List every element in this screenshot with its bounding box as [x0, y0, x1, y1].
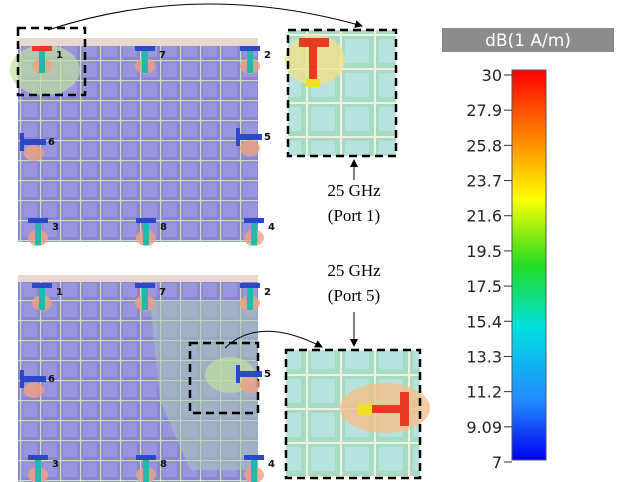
colorbar-tick-label: 17.5: [466, 277, 502, 296]
field-plot-port1: [10, 26, 258, 242]
colorbar-tick-label: 25.8: [466, 136, 502, 155]
antenna: [20, 133, 24, 151]
colorbar-tick-label: 21.6: [466, 207, 502, 226]
zoom-arrow: [224, 330, 323, 349]
antenna: [20, 376, 46, 382]
antenna: [35, 223, 41, 245]
port-label: 8: [160, 222, 167, 233]
antenna: [251, 460, 257, 482]
antenna: [244, 218, 264, 223]
antenna: [32, 283, 52, 288]
antenna: [240, 283, 260, 288]
antenna: [236, 365, 240, 383]
port-label: 8: [160, 459, 167, 470]
port-label: 2: [264, 50, 271, 61]
colorbar-tick-label: 19.5: [466, 242, 502, 261]
port-label: 7: [159, 50, 166, 61]
colorbar-tick-label: 13.3: [466, 347, 502, 366]
antenna: [236, 128, 240, 146]
caption-port: (Port 5): [328, 286, 380, 305]
colorbar-tick-label: 15.4: [466, 312, 502, 331]
colorbar-tick-label: 27.9: [466, 101, 502, 120]
antenna: [143, 223, 149, 245]
antenna: [244, 455, 264, 460]
antenna: [135, 46, 155, 51]
port-label: 3: [52, 459, 59, 470]
antenna: [236, 371, 262, 377]
zoom-arrow: [47, 3, 363, 31]
colorbar-tick-label: 30: [482, 66, 502, 85]
antenna: [240, 46, 260, 51]
port-glow: [240, 140, 260, 156]
antenna: [20, 139, 46, 145]
colorbar-tick-label: 23.7: [466, 172, 502, 191]
dynamic-layer: 1 7 2 6 5 3 8 4 1 7 2 6 5 3 8 4 30 27.9 25.8 23.7 21.6 19.5 17…: [20, 46, 512, 482]
zoom-inset-port5: [284, 348, 430, 480]
zoom-inset-port1: [285, 28, 398, 158]
port-label: 1: [56, 287, 63, 298]
port-label: 4: [268, 459, 275, 470]
port-glow: [240, 377, 260, 393]
antenna: [28, 218, 48, 223]
port-label: 5: [264, 369, 271, 380]
antenna: [20, 370, 24, 388]
port-label: 6: [48, 374, 55, 385]
antenna: [247, 288, 253, 310]
antenna: [136, 218, 156, 223]
port-label: 1: [56, 50, 63, 61]
antenna: [35, 460, 41, 482]
colorbar-title: dB(1 A/m): [485, 31, 571, 51]
colorbar-tick-label: 7: [492, 453, 502, 472]
colorbar-gradient: [511, 69, 547, 461]
caption-frequency: 25 GHz: [327, 261, 381, 280]
antenna: [136, 455, 156, 460]
port-glow: [24, 145, 44, 161]
port-label: 2: [264, 287, 271, 298]
port-label: 7: [159, 287, 166, 298]
antenna: [142, 51, 148, 73]
port-label: 5: [264, 132, 271, 143]
port-label: 4: [268, 222, 275, 233]
antenna: [28, 455, 48, 460]
port-glow: [24, 382, 44, 398]
colorbar-tick-label: 9.09: [466, 418, 502, 437]
port-label: 3: [52, 222, 59, 233]
antenna: [39, 288, 45, 310]
caption-port: (Port 1): [328, 206, 380, 225]
antenna: [135, 283, 155, 288]
antenna: [142, 288, 148, 310]
antenna: [236, 134, 262, 140]
antenna: [39, 51, 45, 73]
antenna: [251, 223, 257, 245]
caption-frequency: 25 GHz: [327, 181, 381, 200]
colorbar-header: [442, 28, 614, 52]
antenna: [143, 460, 149, 482]
colorbar: dB(1 A/m): [442, 28, 614, 461]
antenna: [32, 46, 52, 51]
antenna: [247, 51, 253, 73]
port-label: 6: [48, 137, 55, 148]
colorbar-tick-label: 11.2: [466, 383, 502, 402]
